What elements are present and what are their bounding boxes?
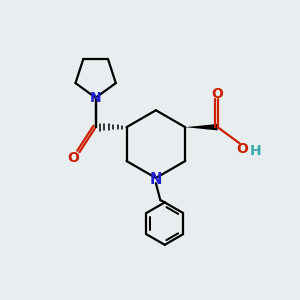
- Text: O: O: [236, 142, 248, 156]
- Text: N: N: [150, 172, 162, 187]
- Text: O: O: [212, 87, 224, 101]
- Text: H: H: [250, 144, 262, 158]
- Text: N: N: [90, 91, 101, 105]
- Polygon shape: [185, 124, 218, 130]
- Text: O: O: [67, 151, 79, 165]
